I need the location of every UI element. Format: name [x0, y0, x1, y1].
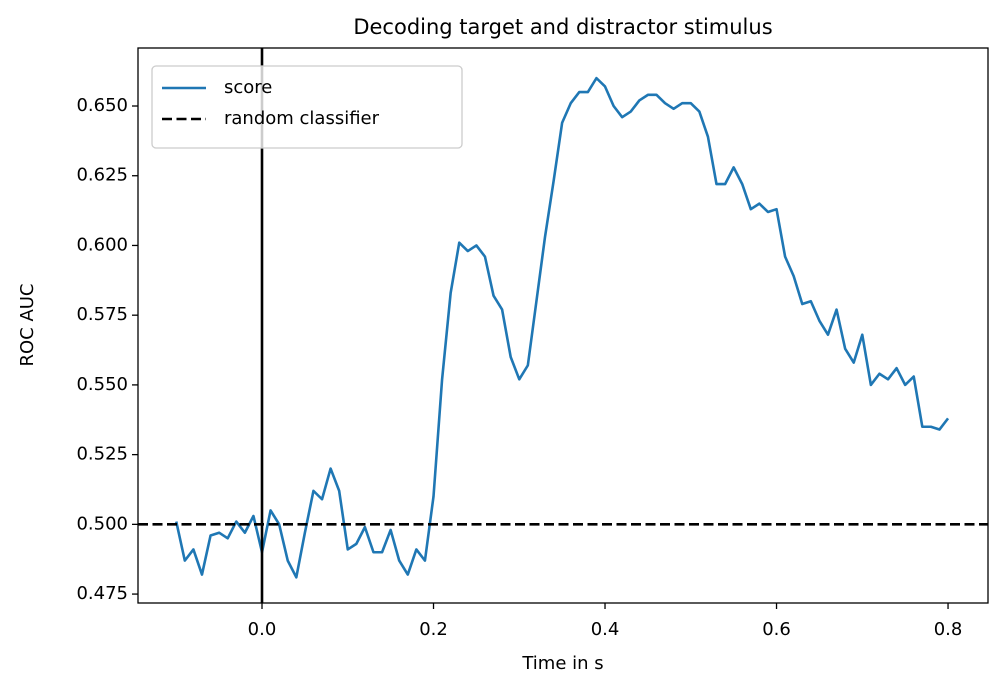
x-tick-label: 0.2 [419, 619, 448, 640]
y-tick-label: 0.550 [76, 374, 128, 395]
y-tick-label: 0.525 [76, 444, 128, 465]
x-tick-label: 0.4 [591, 619, 620, 640]
x-axis-label: Time in s [521, 653, 603, 674]
y-tick-label: 0.625 [76, 165, 128, 186]
line-series [174, 76, 950, 579]
y-tick-label: 0.475 [76, 583, 128, 604]
legend: score random classifier [151, 65, 463, 149]
x-tick-label: 0.6 [762, 619, 791, 640]
y-tick-label: 0.650 [76, 95, 128, 116]
plot-frame [137, 47, 989, 604]
chart-title: Decoding target and distractor stimulus [353, 15, 772, 39]
x-tick-label: 0.0 [248, 619, 277, 640]
legend-box [151, 65, 463, 149]
x-tick-label: 0.8 [934, 619, 963, 640]
y-tick-label: 0.500 [76, 513, 128, 534]
y-tick-label: 0.600 [76, 234, 128, 255]
y-tick-label: 0.575 [76, 304, 128, 325]
legend-label: score [224, 77, 272, 98]
legend-label: random classifier [224, 108, 380, 129]
y-axis-label: ROC AUC [17, 283, 38, 366]
